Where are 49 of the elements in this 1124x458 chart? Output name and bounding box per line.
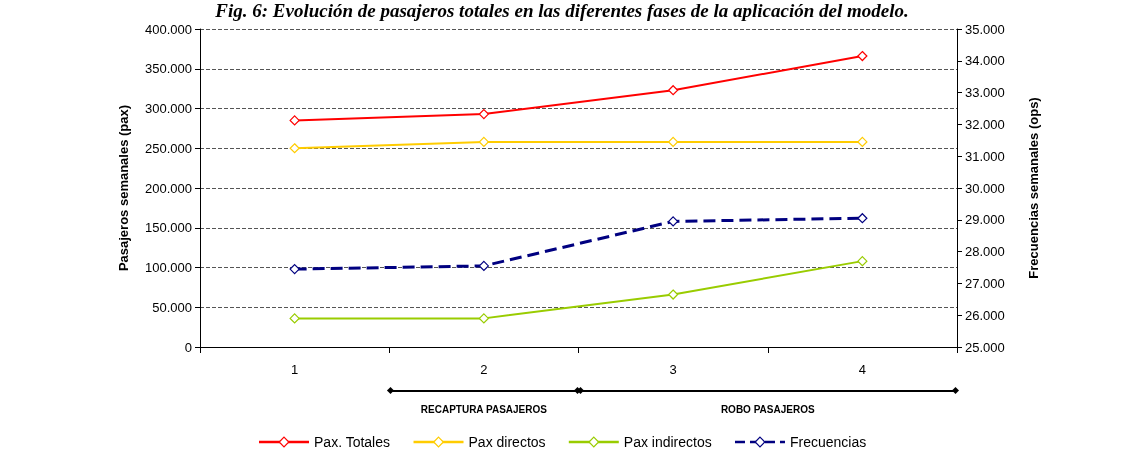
y2-tick-label: 33.000 [965, 85, 1005, 101]
point [289, 263, 300, 275]
x-tick-label: 2 [480, 362, 488, 377]
text: ROBO PASAJEROS [720, 404, 815, 415]
x-tick-label: 1 [291, 362, 299, 377]
chart-title: Fig. 6: Evolución de pasajeros totales en las diferentes fases de la aplicación del modelo. [214, 0, 910, 22]
y2-tick-label: 25.000 [965, 339, 1005, 355]
text: RECAPTURA PASAJEROS [420, 404, 547, 415]
point [478, 136, 489, 147]
y-tick-label: 0 [184, 339, 192, 355]
point [668, 136, 679, 147]
y-axis-title: Pasajeros semanales (pax) [116, 104, 131, 272]
y2-tick-label: 29.000 [965, 212, 1005, 228]
y-tick-label: 200.000 [145, 180, 192, 196]
y-tick-label: 100.000 [145, 260, 192, 275]
x-tick-label: 3 [669, 362, 677, 377]
y-tick-label: 50.000 [152, 299, 192, 315]
y-tick-label: 350.000 [145, 61, 192, 77]
point [289, 313, 300, 324]
point [857, 136, 868, 147]
point [478, 260, 489, 272]
point [668, 289, 679, 300]
point [289, 115, 300, 126]
point [857, 213, 868, 224]
legend-label: Frecuencias [789, 434, 867, 450]
point [857, 256, 868, 267]
y2-tick-label: 30.000 [965, 180, 1005, 196]
y2-tick-label: 28.000 [965, 244, 1005, 260]
y2-tick-label: 32.000 [965, 116, 1005, 132]
point [478, 313, 489, 324]
point [668, 216, 679, 227]
y2-tick-label: 34.000 [965, 53, 1005, 69]
y2-tick-label: 26.000 [965, 307, 1005, 323]
legend-label: Pax indirectos [623, 434, 712, 450]
y-tick-label: 400.000 [145, 21, 192, 37]
y-tick-label: 150.000 [145, 220, 192, 236]
x-tick-label: 4 [858, 362, 866, 377]
legend-label: Pax directos [468, 434, 546, 450]
legend-label: Pax. Totales [314, 434, 391, 450]
point [857, 50, 868, 62]
y2-tick-label: 31.000 [965, 148, 1005, 164]
y-tick-label: 250.000 [145, 140, 192, 156]
point [478, 108, 489, 120]
y2-tick-label: 35.000 [965, 21, 1005, 37]
point [668, 85, 679, 96]
y-tick-label: 300.000 [145, 101, 192, 116]
y2-tick-label: 27.000 [965, 275, 1005, 291]
y2-axis-title: Frecuencias semanales (ops) [1026, 97, 1041, 279]
point [289, 143, 300, 154]
